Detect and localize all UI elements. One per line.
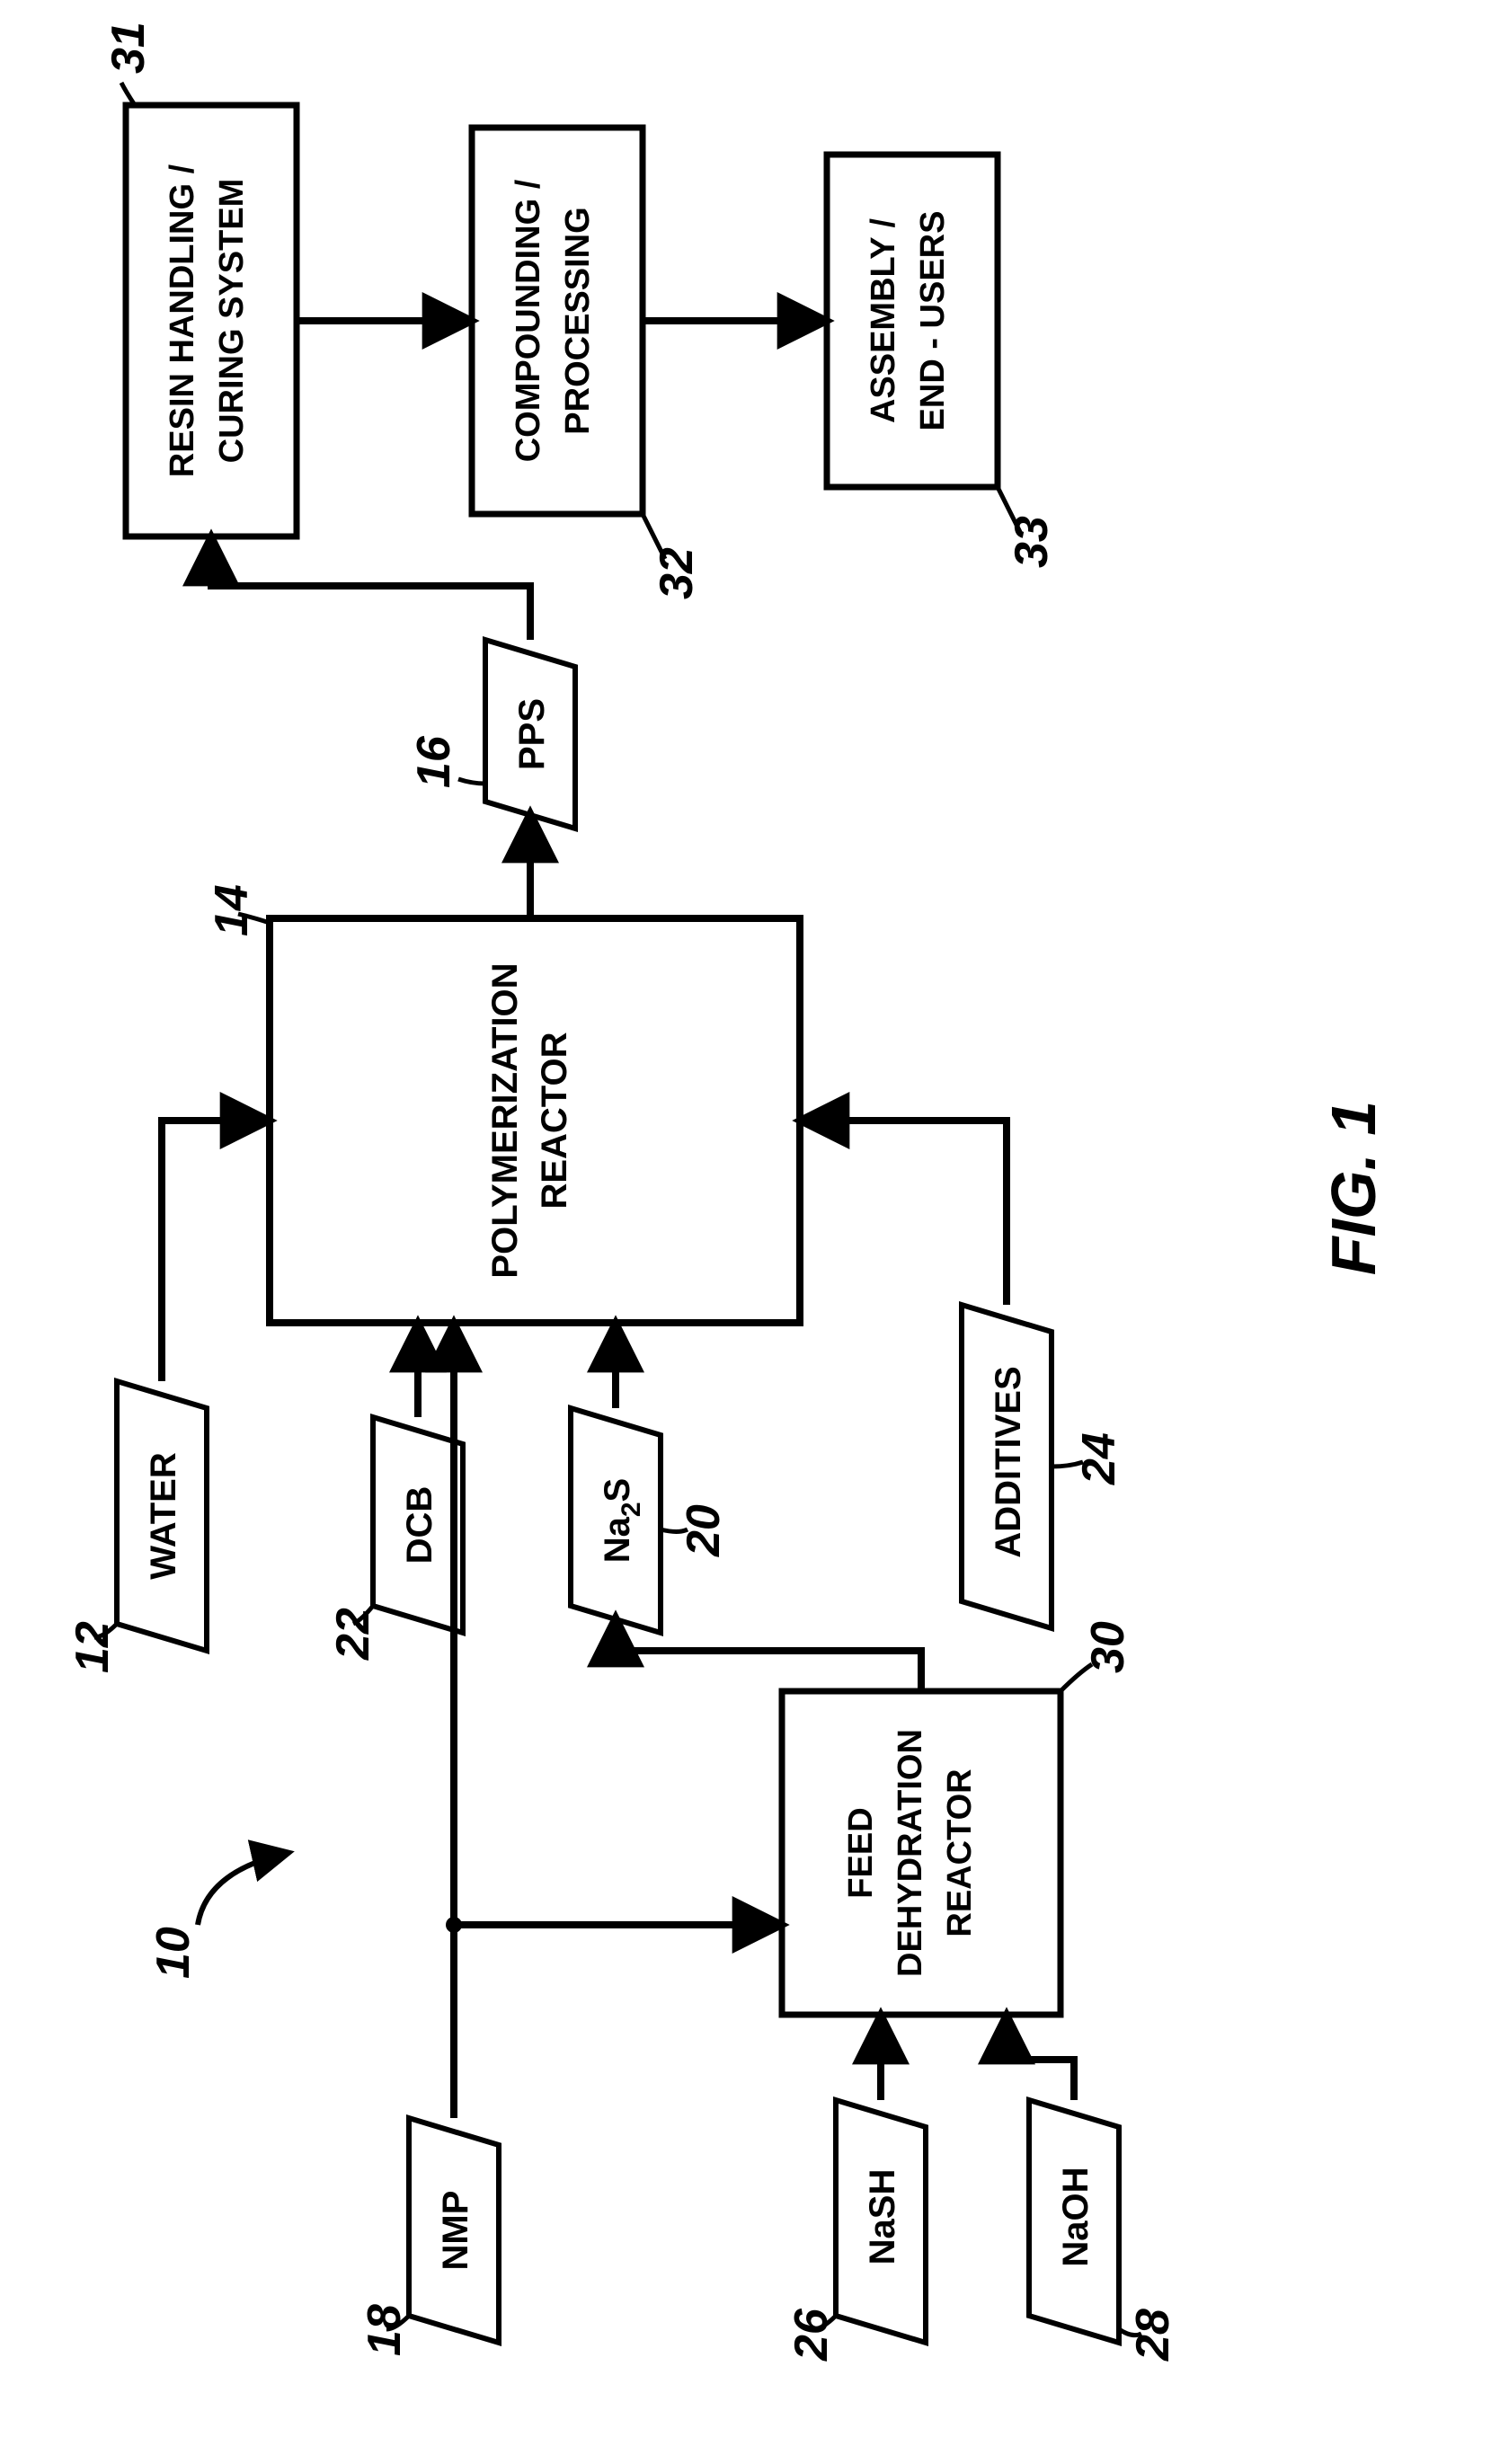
node-nash: NaSH [836, 2100, 926, 2343]
node-dcb: DCB [373, 1417, 463, 1633]
svg-text:NaOH: NaOH [1056, 2167, 1096, 2266]
node-assembly: ASSEMBLY / END - USERS [827, 155, 998, 487]
ref-31: 31 [102, 22, 155, 74]
ref-18: 18 [359, 2304, 411, 2356]
svg-text:DEHYDRATION: DEHYDRATION [892, 1729, 929, 1977]
svg-text:NaSH: NaSH [863, 2169, 902, 2265]
edge-pps-resin [211, 538, 530, 640]
svg-text:NMP: NMP [436, 2191, 475, 2271]
svg-text:COMPOUNDING /: COMPOUNDING / [510, 179, 547, 462]
svg-text:POLYMERIZATION: POLYMERIZATION [485, 962, 525, 1278]
ref-10-leader [198, 1853, 288, 1925]
svg-text:PROCESSING: PROCESSING [559, 207, 597, 434]
svg-text:REACTOR: REACTOR [941, 1768, 979, 1937]
node-water: WATER [117, 1381, 207, 1651]
ref-32: 32 [651, 547, 703, 599]
ref-14: 14 [206, 884, 258, 936]
ref-22: 22 [327, 1608, 379, 1661]
svg-text:FEED: FEED [842, 1807, 880, 1898]
svg-text:ASSEMBLY /: ASSEMBLY / [865, 218, 902, 424]
node-na2s: Na2S [571, 1408, 661, 1633]
ref-10: 10 [147, 1927, 200, 1979]
edge-naoh-feed [1007, 2016, 1074, 2100]
node-compound: COMPOUNDING / PROCESSING [472, 128, 643, 514]
svg-text:PPS: PPS [512, 698, 552, 770]
figure-label: FIG. 1 [1318, 1101, 1389, 1275]
svg-text:DCB: DCB [400, 1486, 439, 1564]
node-nmp: NMP [409, 2118, 499, 2343]
node-feed-dehyd: FEED DEHYDRATION REACTOR [782, 1691, 1061, 2015]
node-poly-reactor: POLYMERIZATION REACTOR [270, 918, 800, 1323]
leader-30 [1061, 1664, 1092, 1691]
node-naoh: NaOH [1029, 2100, 1119, 2343]
leader-20 [661, 1529, 688, 1532]
edge-additives-reactor [802, 1121, 1007, 1305]
svg-text:RESIN HANDLING /: RESIN HANDLING / [164, 164, 201, 477]
svg-text:END - USERS: END - USERS [914, 211, 952, 431]
node-additives: ADDITIVES [962, 1305, 1052, 1628]
leader-31 [121, 83, 135, 105]
svg-text:WATER: WATER [144, 1452, 183, 1580]
svg-text:CURING SYSTEM: CURING SYSTEM [213, 179, 251, 464]
edge-water-reactor [162, 1121, 268, 1381]
svg-text:ADDITIVES: ADDITIVES [989, 1366, 1028, 1557]
ref-24: 24 [1073, 1432, 1125, 1485]
ref-26: 26 [785, 2308, 838, 2362]
node-resin: RESIN HANDLING / CURING SYSTEM [126, 105, 297, 536]
leader-16 [458, 779, 485, 784]
svg-text:REACTOR: REACTOR [535, 1032, 574, 1209]
ref-16: 16 [408, 735, 460, 788]
node-pps: PPS [485, 640, 575, 829]
svg-text:Na2S: Na2S [598, 1478, 646, 1564]
